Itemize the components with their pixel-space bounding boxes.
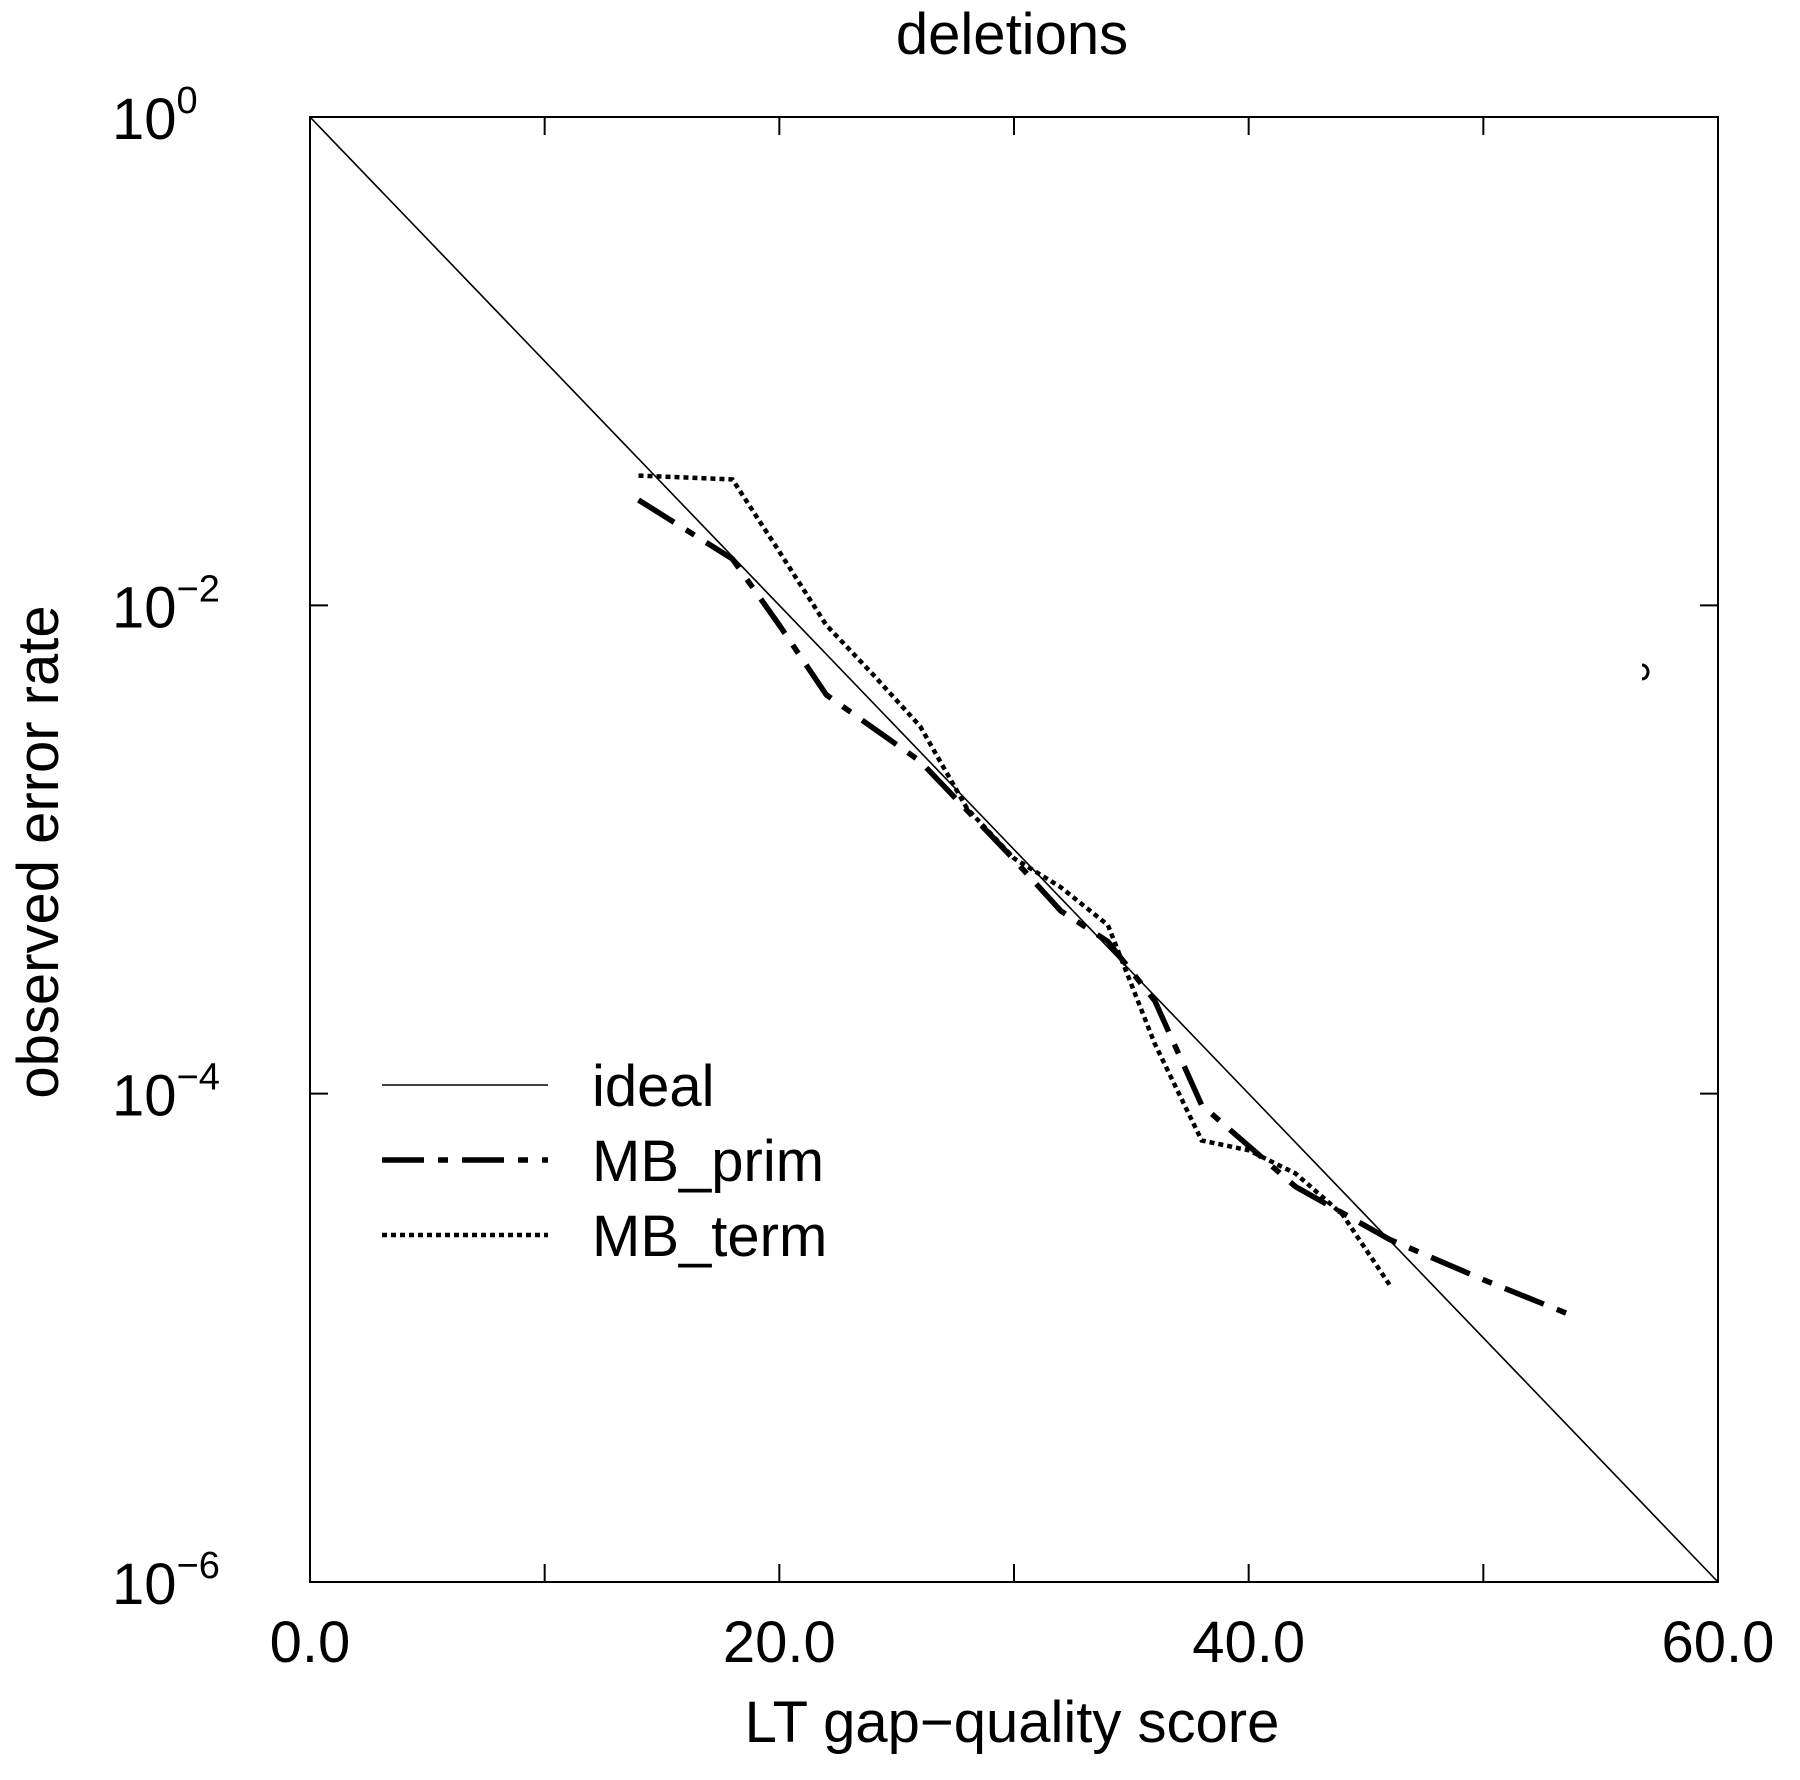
stray-mark [1641, 663, 1650, 681]
legend-label: MB_prim [592, 1129, 824, 1194]
y-axis: 100 10−2 10−4 10−6 [112, 80, 1718, 1617]
x-axis-label: LT gap−quality score [745, 1690, 1280, 1755]
series-line-mb-prim [637, 497, 1579, 1321]
series-line-mb-term [638, 473, 1392, 1286]
legend: ideal MB_prim MB_term [382, 1054, 827, 1269]
series-layer [309, 116, 1719, 1583]
x-tick-label: 40.0 [1192, 1610, 1305, 1675]
series-line-ideal [309, 116, 1719, 1583]
y-tick-label: 100 [112, 80, 198, 152]
x-axis: 0.0 20.0 40.0 60.0 [270, 117, 1775, 1675]
x-tick-label: 60.0 [1662, 1610, 1775, 1675]
y-axis-label: observed error rate [6, 605, 71, 1098]
y-tick-label: 10−4 [112, 1057, 220, 1129]
y-tick-label: 10−6 [112, 1545, 220, 1617]
chart-title: deletions [896, 2, 1128, 67]
x-tick-label: 20.0 [723, 1610, 836, 1675]
legend-label: MB_term [592, 1204, 827, 1269]
legend-label: ideal [592, 1054, 715, 1119]
y-tick-label: 10−2 [112, 568, 220, 640]
x-tick-label: 0.0 [270, 1610, 351, 1675]
